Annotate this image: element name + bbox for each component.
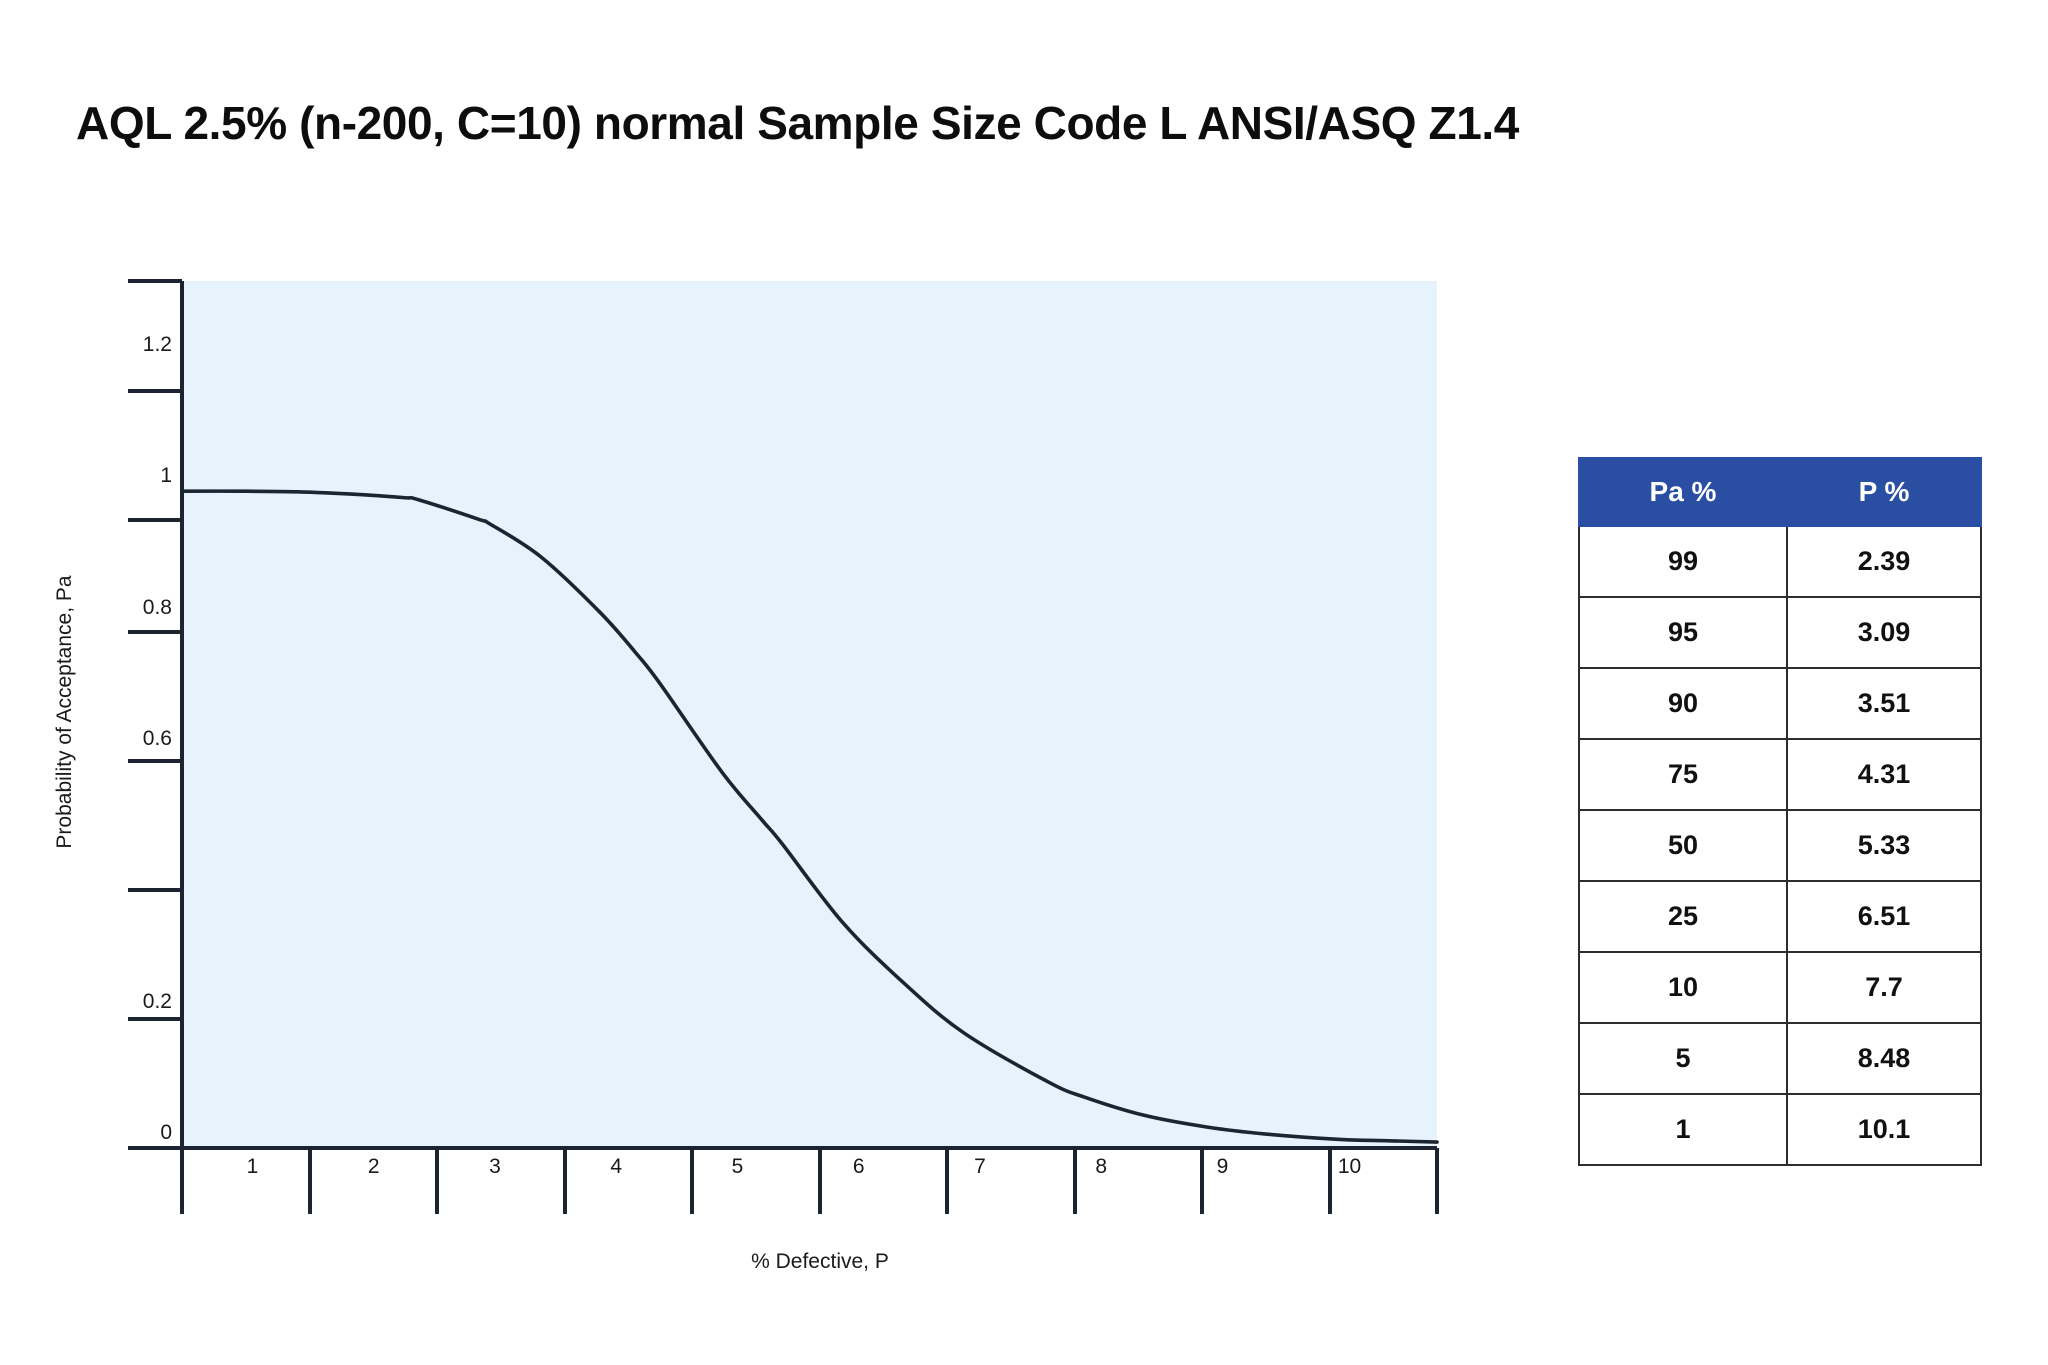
cell-p-percent: 2.39	[1786, 525, 1982, 598]
cell-p-percent: 8.48	[1786, 1022, 1982, 1095]
cell-p-percent: 4.31	[1786, 738, 1982, 811]
table-row: 50 5.33	[1578, 809, 1982, 882]
cell-p-percent: 3.09	[1786, 596, 1982, 669]
y-tick-label: 0	[160, 1121, 172, 1144]
x-tick-label: 6	[852, 1155, 865, 1178]
x-tick-label: 3	[489, 1155, 501, 1178]
plot-svg	[128, 279, 1439, 1214]
table-row: 95 3.09	[1578, 596, 1982, 669]
table-row: 25 6.51	[1578, 880, 1982, 953]
cell-pa-percent: 95	[1578, 596, 1788, 669]
table-header-row: Pa % P %	[1578, 457, 1982, 527]
x-tick-label: 9	[1216, 1155, 1229, 1178]
table-row: 99 2.39	[1578, 525, 1982, 598]
cell-pa-percent: 75	[1578, 738, 1788, 811]
cell-p-percent: 7.7	[1786, 951, 1982, 1024]
cell-p-percent: 10.1	[1786, 1093, 1982, 1166]
table-header-pa: Pa %	[1578, 457, 1788, 527]
y-tick-label: 1.2	[142, 332, 172, 356]
cell-pa-percent: 5	[1578, 1022, 1788, 1095]
x-axis-title: % Defective, P	[751, 1250, 889, 1273]
y-tick-label: 0.6	[142, 726, 172, 750]
cell-pa-percent: 10	[1578, 951, 1788, 1024]
page-title: AQL 2.5% (n-200, C=10) normal Sample Siz…	[76, 97, 1519, 149]
cell-pa-percent: 25	[1578, 880, 1788, 953]
cell-p-percent: 3.51	[1786, 667, 1982, 740]
table-body: 99 2.39 95 3.09 90 3.51 75 4.31 50 5.33 25 6.51 10 7.…	[1578, 525, 1982, 1166]
oc-curve-chart: Probability of Acceptance, Pa % Defectiv…	[53, 279, 1439, 1273]
plot-background	[182, 281, 1437, 1148]
table-row: 10 7.7	[1578, 951, 1982, 1024]
cell-pa-percent: 1	[1578, 1093, 1788, 1166]
cell-p-percent: 5.33	[1786, 809, 1982, 882]
table-row: 5 8.48	[1578, 1022, 1982, 1095]
x-tick-label: 10	[1337, 1155, 1362, 1178]
oc-curve-line	[180, 489, 1439, 1144]
x-tick-label: 5	[731, 1155, 744, 1178]
cell-pa-percent: 50	[1578, 809, 1788, 882]
x-tick-label: 7	[974, 1155, 986, 1178]
table-header-p: P %	[1786, 457, 1982, 527]
table-row: 1 10.1	[1578, 1093, 1982, 1166]
x-tick-label: 8	[1095, 1155, 1108, 1178]
cell-p-percent: 6.51	[1786, 880, 1982, 953]
y-tick-label: 1	[160, 464, 172, 488]
pa-p-table: Pa % P % 99 2.39 95 3.09 90 3.51 75 4.31 50 5.33 2…	[1578, 457, 1982, 1166]
x-axis-ticks	[180, 1148, 1332, 1214]
x-tick-label: 2	[367, 1155, 380, 1178]
y-axis-ticks	[128, 279, 182, 1150]
table-row: 75 4.31	[1578, 738, 1982, 811]
x-tick-label: 4	[610, 1155, 623, 1178]
cell-pa-percent: 99	[1578, 525, 1788, 598]
cell-pa-percent: 90	[1578, 667, 1788, 740]
y-tick-label: 0.2	[142, 989, 172, 1013]
table-row: 90 3.51	[1578, 667, 1982, 740]
y-tick-label: 0.8	[142, 595, 172, 619]
x-tick-label: 1	[246, 1155, 259, 1178]
